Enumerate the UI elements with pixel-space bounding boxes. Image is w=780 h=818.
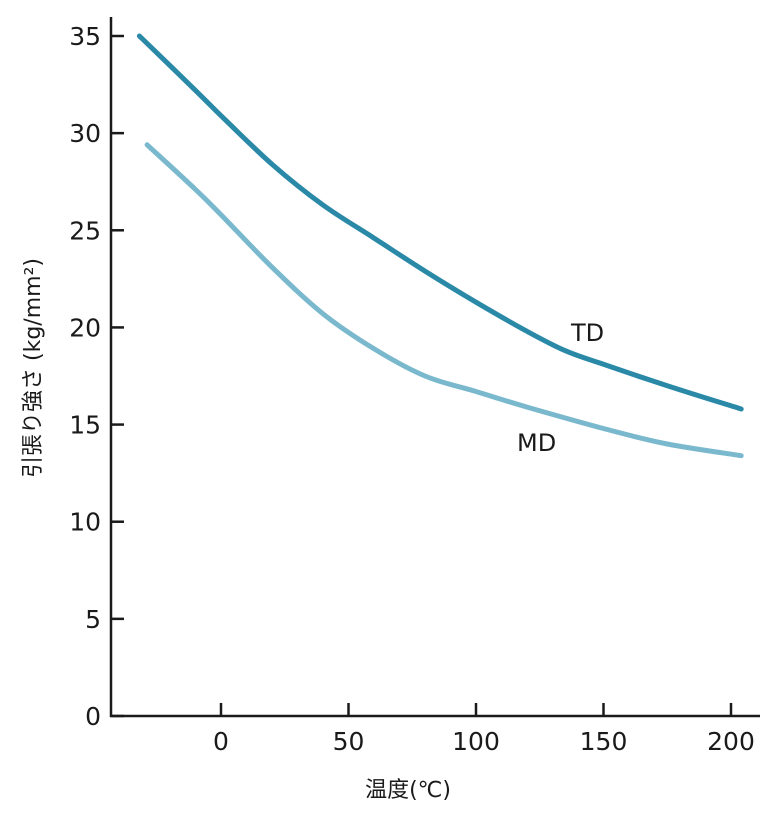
y-tick-label: 0 [85, 702, 101, 731]
y-tick-label: 30 [69, 119, 101, 148]
y-tick-label: 25 [69, 216, 101, 245]
series-label-md: MD [517, 429, 556, 457]
y-tick-label: 5 [85, 605, 101, 634]
y-tick-label: 10 [69, 508, 101, 537]
y-tick-label: 15 [69, 411, 101, 440]
x-tick-label: 0 [213, 727, 229, 756]
x-tick-label: 50 [333, 727, 365, 756]
y-ticks: 0 5 10 15 20 25 30 35 [69, 22, 124, 731]
x-axis-title: 温度(℃) [365, 778, 451, 803]
series-layer: TD MD [136, 33, 744, 459]
series-label-td: TD [570, 319, 604, 347]
x-tick-label: 200 [707, 727, 755, 756]
x-tick-label: 100 [452, 727, 500, 756]
x-ticks: 0 50 100 150 200 [213, 703, 755, 756]
y-tick-label: 35 [69, 22, 101, 51]
series-line-md [144, 142, 744, 459]
series-line-td [136, 33, 744, 412]
y-tick-label: 20 [69, 313, 101, 342]
y-axis-title: 引張り強さ (kg/mm²) [21, 258, 46, 478]
x-tick-label: 150 [580, 727, 628, 756]
axes [109, 17, 760, 718]
